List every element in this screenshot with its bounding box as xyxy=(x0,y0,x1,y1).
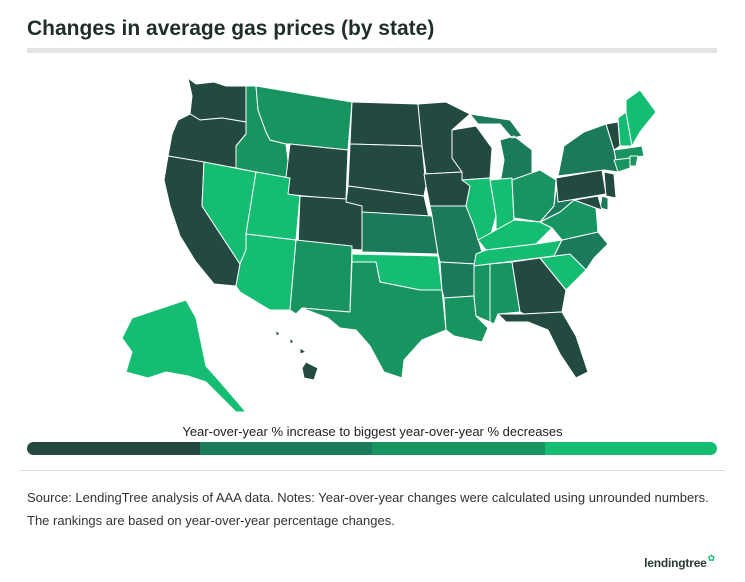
legend-segment-4 xyxy=(544,442,717,455)
legend-segment-3 xyxy=(372,442,545,455)
source-note: Source: LendingTree analysis of AAA data… xyxy=(27,490,709,528)
state-sd xyxy=(347,143,427,197)
state-tx xyxy=(301,261,447,379)
footer-divider xyxy=(20,470,725,471)
state-ks xyxy=(361,211,439,255)
state-wa xyxy=(187,77,247,123)
logo-text: lendingtree xyxy=(644,556,707,570)
lendingtree-logo: lendingtree✿ xyxy=(644,553,716,570)
state-me xyxy=(625,89,657,147)
state-nj xyxy=(603,171,617,199)
legend-segment-1 xyxy=(27,442,200,455)
state-ar xyxy=(439,261,477,299)
legend-segment-2 xyxy=(199,442,372,455)
legend-bar xyxy=(27,442,717,455)
state-ct xyxy=(613,157,631,173)
state-ak xyxy=(121,299,247,413)
state-ms xyxy=(473,263,491,323)
chart-title: Changes in average gas prices (by state) xyxy=(27,17,435,40)
legend-label: Year-over-year % increase to biggest yea… xyxy=(182,424,563,439)
state-mt xyxy=(255,85,353,151)
state-nm xyxy=(289,239,353,315)
leaf-icon: ✿ xyxy=(707,553,716,563)
state-md xyxy=(573,195,603,211)
title-underline xyxy=(27,48,717,53)
state-nd xyxy=(349,101,423,147)
state-fl xyxy=(497,311,589,379)
state-ri xyxy=(629,155,639,167)
us-state-map xyxy=(121,77,657,413)
state-hi xyxy=(275,329,319,381)
state-wy xyxy=(283,143,349,201)
